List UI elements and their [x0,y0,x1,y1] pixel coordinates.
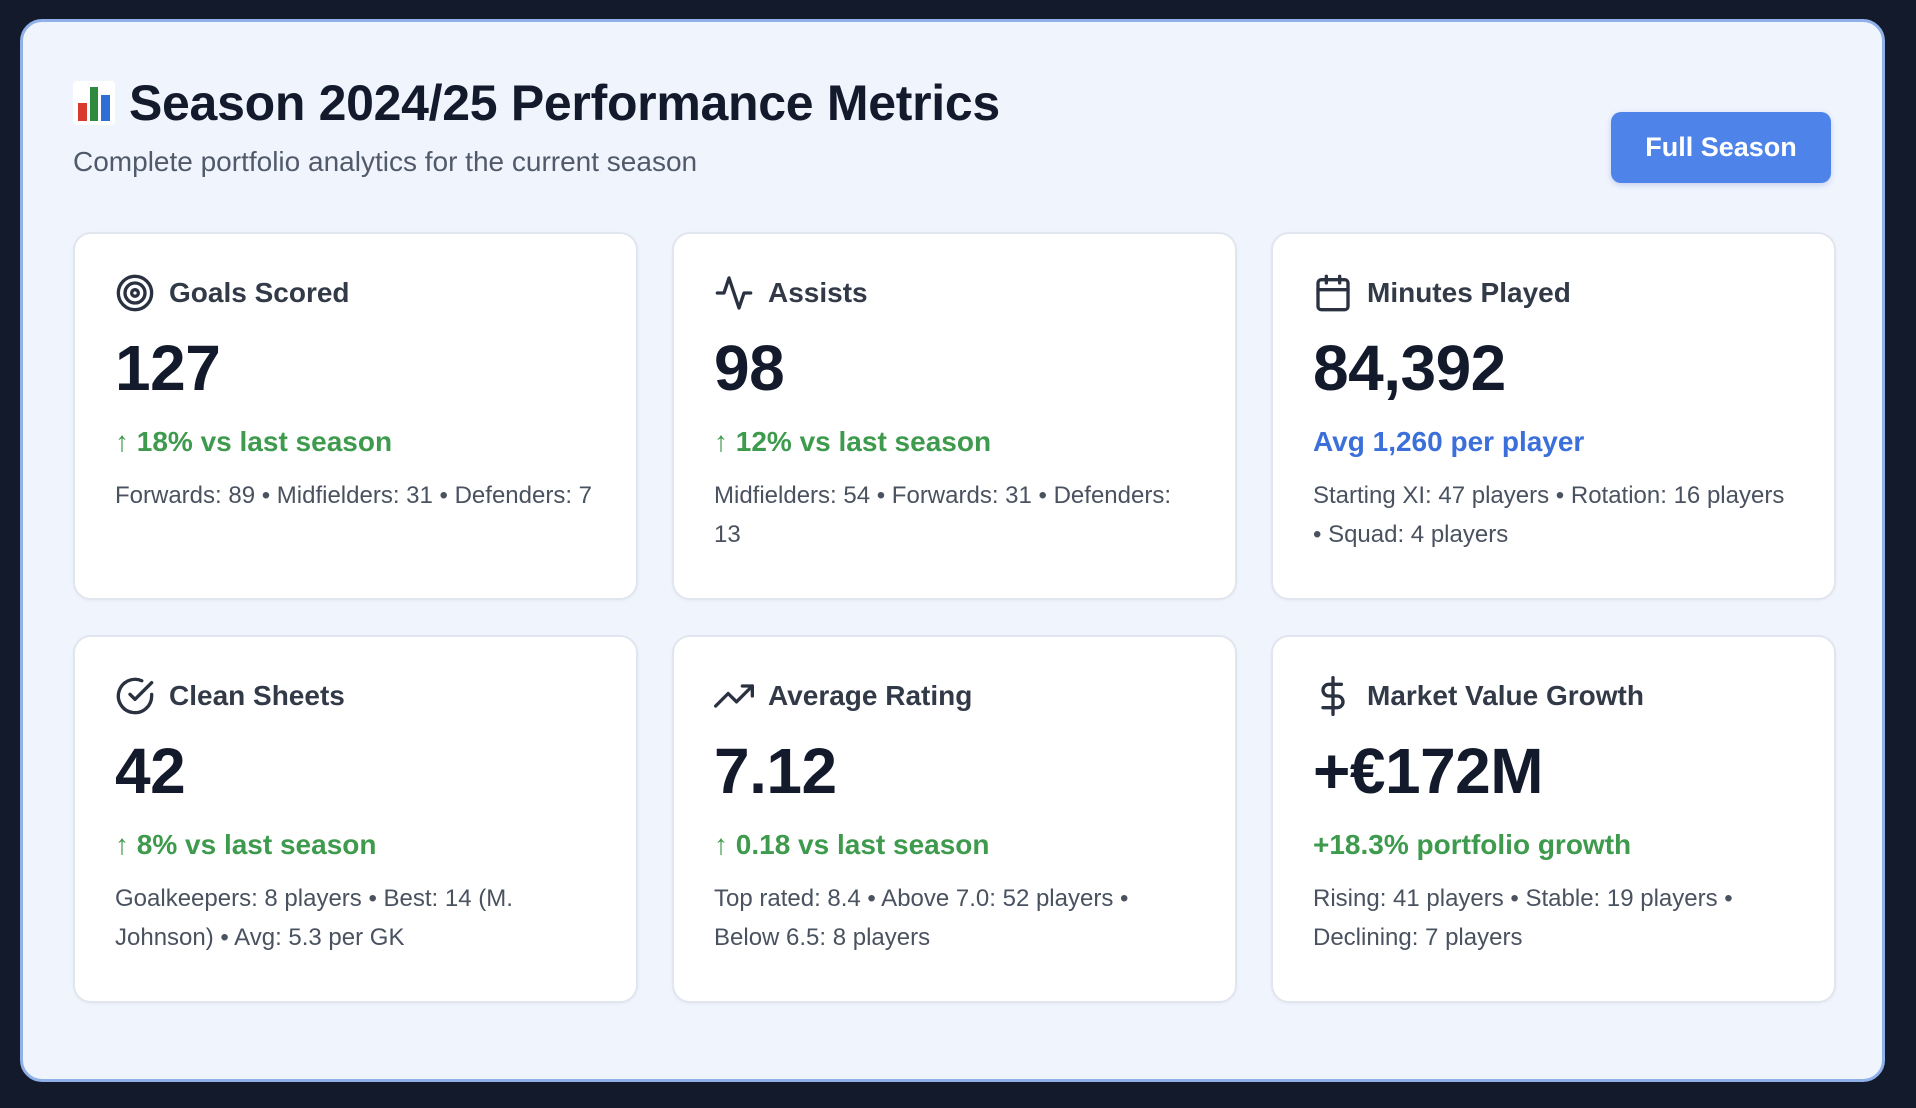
target-icon [115,273,155,313]
metrics-panel: Season 2024/25 Performance Metrics Compl… [20,19,1885,1082]
page-subtitle: Complete portfolio analytics for the cur… [73,146,698,177]
card-value: 127 [115,332,221,404]
card-breakdown: Rising: 41 players • Stable: 19 players … [1313,884,1733,951]
calendar-icon [1313,273,1353,313]
full-season-button[interactable]: Full Season [1611,112,1831,183]
metrics-grid: Goals Scored 127 ↑ 18% vs last season Fo… [73,232,1837,1003]
card-label: Minutes Played [1367,277,1571,308]
dollar-sign-icon [1313,676,1353,716]
card-value: 7.12 [714,735,837,807]
card-header: Assists [714,272,1195,314]
card-trend: ↑ 0.18 vs last season [714,829,990,860]
card-label: Goals Scored [169,277,350,308]
card-header: Minutes Played [1313,272,1794,314]
metric-card-minutes-played: Minutes Played 84,392 Avg 1,260 per play… [1271,232,1836,600]
card-trend: ↑ 18% vs last season [115,426,393,457]
card-trend: ↑ 12% vs last season [714,426,992,457]
card-breakdown: Goalkeepers: 8 players • Best: 14 (M. Jo… [115,884,513,951]
trending-up-icon [714,676,754,716]
activity-icon [714,273,754,313]
card-header: Goals Scored [115,272,596,314]
card-header: Clean Sheets [115,675,596,717]
card-header: Market Value Growth [1313,675,1794,717]
card-trend: Avg 1,260 per player [1313,426,1585,457]
card-label: Assists [768,277,868,308]
card-breakdown: Forwards: 89 • Midfielders: 31 • Defende… [115,481,593,509]
card-breakdown: Starting XI: 47 players • Rotation: 16 p… [1313,481,1785,548]
card-breakdown: Midfielders: 54 • Forwards: 31 • Defende… [714,481,1171,548]
card-value: 84,392 [1313,332,1506,404]
card-value: +€172M [1313,735,1544,807]
check-circle-icon [115,676,155,716]
card-header: Average Rating [714,675,1195,717]
card-label: Average Rating [768,680,973,711]
card-breakdown: Top rated: 8.4 • Above 7.0: 52 players •… [714,884,1129,951]
bar-chart-emoji-icon [73,81,115,125]
metric-card-assists: Assists 98 ↑ 12% vs last season Midfield… [672,232,1237,600]
card-value: 42 [115,735,186,807]
metric-card-average-rating: Average Rating 7.12 ↑ 0.18 vs last seaso… [672,635,1237,1003]
card-label: Market Value Growth [1367,680,1644,711]
metric-card-clean-sheets: Clean Sheets 42 ↑ 8% vs last season Goal… [73,635,638,1003]
card-value: 98 [714,332,785,404]
metric-card-goals-scored: Goals Scored 127 ↑ 18% vs last season Fo… [73,232,638,600]
card-trend: ↑ 8% vs last season [115,829,377,860]
title-row: Season 2024/25 Performance Metrics [73,74,1832,132]
card-trend: +18.3% portfolio growth [1313,829,1632,860]
card-label: Clean Sheets [169,680,345,711]
panel-header: Season 2024/25 Performance Metrics Compl… [73,74,1832,214]
metric-card-market-value-growth: Market Value Growth +€172M +18.3% portfo… [1271,635,1836,1003]
page-title: Season 2024/25 Performance Metrics [129,75,1000,131]
